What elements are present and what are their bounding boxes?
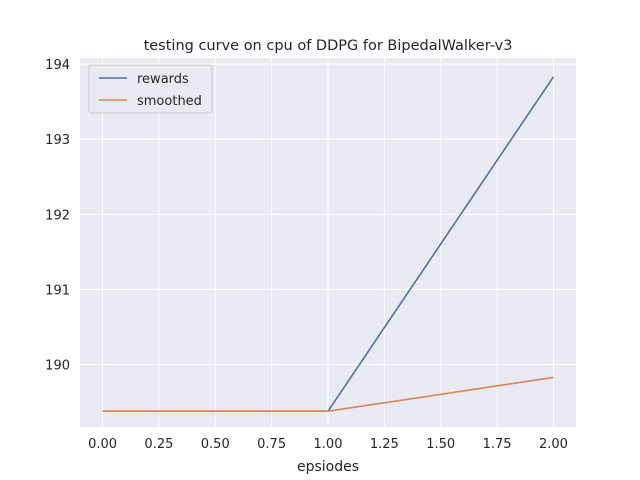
x-tick-label: 1.00 (314, 437, 343, 452)
y-tick-label: 194 (45, 58, 70, 73)
legend-box (88, 64, 213, 114)
y-tick-label: 190 (45, 359, 70, 374)
x-axis-label: epsiodes (297, 459, 359, 475)
x-tick-label: 0.00 (88, 437, 117, 452)
x-tick-label: 1.50 (426, 437, 455, 452)
x-tick-label: 0.25 (144, 437, 173, 452)
x-tick-label: 1.75 (483, 437, 512, 452)
x-tick-label: 0.75 (257, 437, 286, 452)
y-tick-label: 192 (45, 208, 70, 223)
x-tick-label: 1.25 (370, 437, 399, 452)
y-axis-ticks: 190 191 192 193 194 (45, 58, 70, 374)
grid (80, 58, 576, 427)
y-tick-label: 191 (45, 283, 70, 298)
legend-label-smoothed: smoothed (137, 94, 202, 109)
series-line-smoothed (102, 376, 554, 413)
x-tick-label: 2.00 (539, 437, 568, 452)
x-tick-label: 0.50 (201, 437, 230, 452)
legend-label-rewards: rewards (137, 72, 189, 87)
chart-title: testing curve on cpu of DDPG for Bipedal… (144, 38, 513, 54)
series-lines (102, 76, 555, 413)
y-tick-label: 193 (45, 133, 70, 148)
x-axis-ticks: 0.00 0.25 0.50 0.75 1.00 1.25 1.50 1.75 2.00 (88, 437, 568, 452)
legend: rewards smoothed (88, 64, 213, 114)
